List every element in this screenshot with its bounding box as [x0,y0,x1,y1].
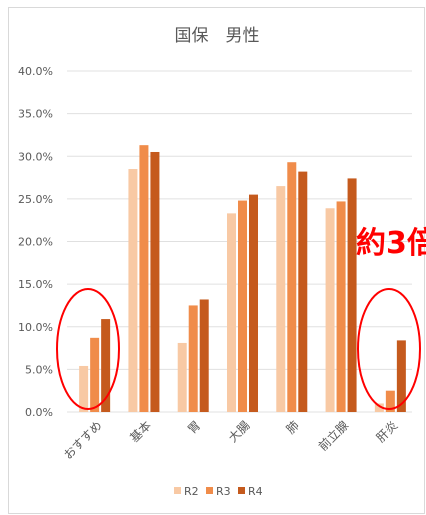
x-tick-label: 大腸 [226,418,253,445]
x-tick-label: 前立腺 [315,418,351,454]
y-tick-label: 15.0% [18,278,53,291]
highlight-ellipse-left [56,288,120,410]
bar-r3 [90,337,100,412]
y-tick-label: 40.0% [18,65,53,78]
bar-r3 [188,305,198,412]
y-axis-ticks: 40.0% 35.0% 30.0% 25.0% 20.0% 15.0% 10.0% 5.0% 0… [18,65,53,419]
x-axis-ticks: おすすめ 基本 胃 大腸 肺前立腺 肝炎 [61,418,401,463]
y-tick-label: 30.0% [18,150,53,163]
legend-swatch-r4 [238,487,245,494]
y-tick-label: 10.0% [18,321,53,334]
legend-label-r3: R3 [216,485,231,498]
bar-r4 [298,171,308,412]
x-tick-label: 基本 [127,418,154,445]
bar-r2 [325,208,335,412]
y-tick-label: 25.0% [18,193,53,206]
bar-r4 [396,340,406,412]
x-tick-label: 胃 [185,418,203,436]
bar-r3 [238,200,247,412]
highlight-ellipses [56,288,421,410]
legend-swatch-r3 [206,487,213,494]
legend-label-r4: R4 [248,485,263,498]
bar-r4 [150,151,160,413]
legend-label-r2: R2 [184,485,199,498]
bar-r2 [177,342,187,412]
chart-title: 国保 男性 [175,26,260,46]
bar-r3 [385,390,395,412]
bar-r4 [347,178,357,412]
y-tick-label: 5.0% [25,363,53,376]
bar-r3 [139,145,149,413]
y-tick-label: 20.0% [18,236,53,249]
bar-r4 [249,194,258,412]
y-tick-label: 0.0% [25,406,53,419]
bar-r2 [374,403,384,412]
x-tick-label: おすすめ [61,418,105,462]
bar-r2 [128,169,138,412]
bars [79,145,406,413]
bar-r4 [101,319,111,412]
bar-r2 [227,213,236,412]
x-tick-label: 肺 [284,418,302,436]
bar-r3 [336,201,346,412]
legend: R2 R3 R4 [174,485,263,498]
bar-r2 [276,186,286,412]
bar-r4 [199,299,209,412]
bar-r2 [79,365,89,412]
x-tick-label: 肝炎 [374,418,401,445]
y-tick-label: 35.0% [18,108,53,121]
legend-swatch-r2 [174,487,181,494]
highlight-ellipse-right [357,288,421,410]
annotation-text: 約3倍 [356,226,426,261]
bar-r3 [287,162,297,412]
